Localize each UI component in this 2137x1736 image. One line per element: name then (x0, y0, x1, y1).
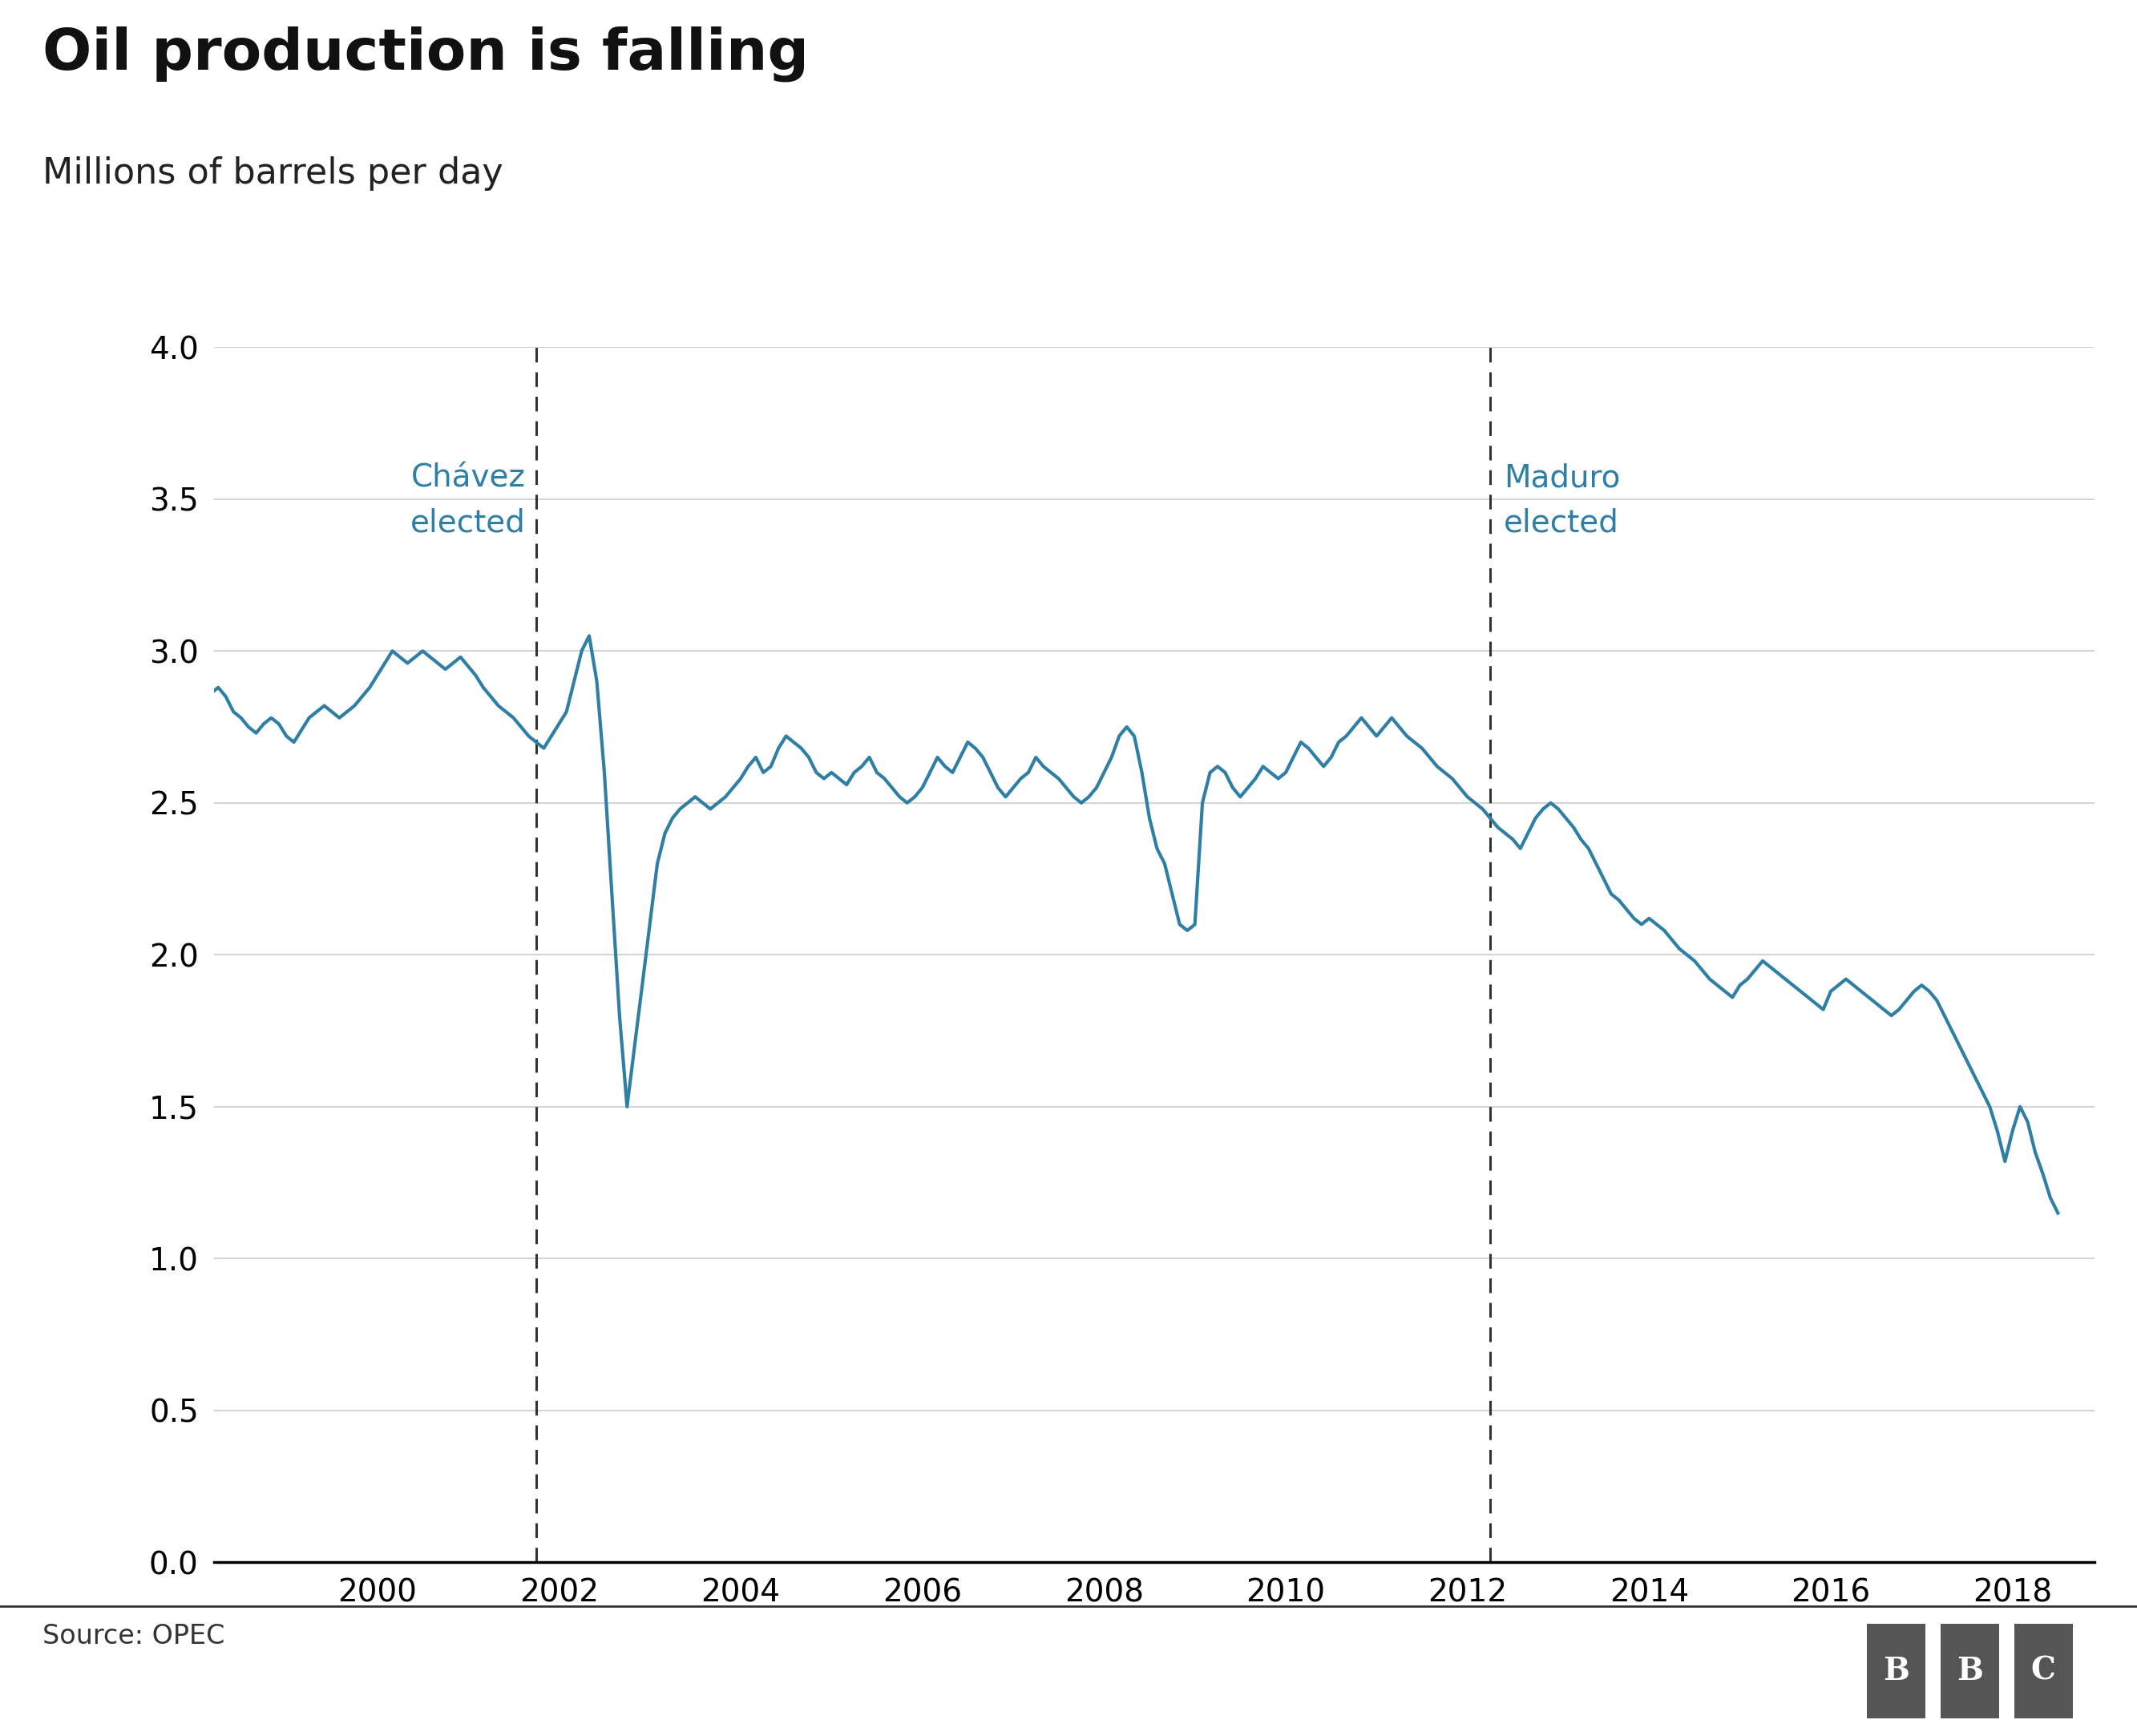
Text: B: B (1883, 1656, 1908, 1686)
Text: C: C (2030, 1656, 2056, 1686)
Bar (1940, 1623, 2000, 1719)
Text: Maduro
elected: Maduro elected (1504, 464, 1620, 538)
Text: Millions of barrels per day: Millions of barrels per day (43, 156, 504, 191)
Text: Oil production is falling: Oil production is falling (43, 26, 810, 82)
Bar (1866, 1623, 1925, 1719)
Text: B: B (1957, 1656, 1983, 1686)
Text: Source: OPEC: Source: OPEC (43, 1623, 224, 1649)
Bar (2013, 1623, 2073, 1719)
Text: Chávez
elected: Chávez elected (410, 464, 526, 538)
